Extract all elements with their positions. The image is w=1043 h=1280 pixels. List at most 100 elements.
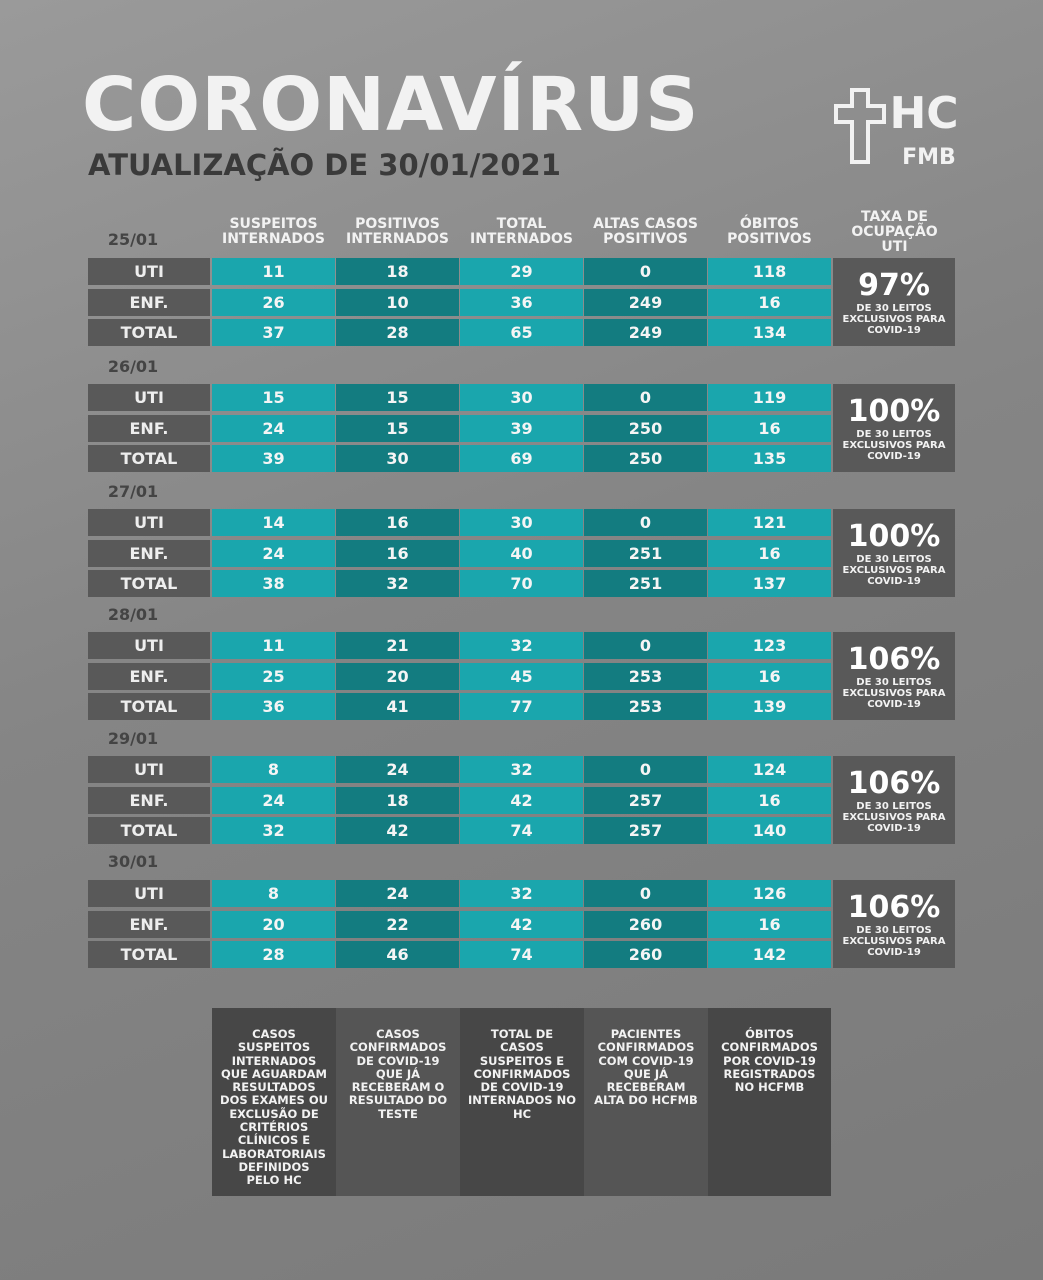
cell: 16 [336,509,459,536]
row-label: UTI [88,384,210,411]
logo-fmb: FMB [902,145,956,168]
column-header: ALTAS CASOS POSITIVOS [593,216,698,247]
cell: 118 [708,258,831,285]
row-label: ENF. [88,288,210,316]
cell: 77 [460,693,583,720]
cell: 249 [584,319,707,346]
cell: 36 [212,693,335,720]
cell: 28 [212,941,335,968]
occupancy-rate: 106% [847,641,941,677]
cell: 24 [212,786,335,814]
row-label: TOTAL [88,570,210,597]
cell: 39 [212,445,335,472]
cell: 250 [584,445,707,472]
cell: 16 [708,414,831,442]
cell: 16 [708,786,831,814]
subtitle: ATUALIZAÇÃO DE 30/01/2021 [88,148,561,182]
cell: 30 [336,445,459,472]
cell: 18 [336,786,459,814]
cell: 32 [460,880,583,907]
cell: 22 [336,910,459,938]
cell: 140 [708,817,831,844]
occupancy-box: 106% DE 30 LEITOS EXCLUSIVOS PARA COVID-1… [833,756,955,844]
legend-box: PACIENTES CONFIRMADOS COM COVID-19 QUE J… [584,1008,708,1196]
cell: 28 [336,319,459,346]
cell: 0 [584,384,707,411]
cell: 32 [460,632,583,659]
occupancy-note: DE 30 LEITOS EXCLUSIVOS PARA COVID-19 [842,428,946,462]
column-header: SUSPEITOS INTERNADOS [222,216,325,247]
cell: 0 [584,880,707,907]
logo: HC FMB [834,88,959,168]
row-label: TOTAL [88,941,210,968]
occupancy-note: DE 30 LEITOS EXCLUSIVOS PARA COVID-19 [842,302,946,336]
cell: 11 [212,258,335,285]
cell: 0 [584,632,707,659]
cell: 41 [336,693,459,720]
cell: 251 [584,570,707,597]
cell: 0 [584,509,707,536]
column-header: TOTAL INTERNADOS [470,216,573,247]
legend-box: CASOS CONFIRMADOS DE COVID-19 QUE JÁ REC… [336,1008,460,1196]
cell: 0 [584,756,707,783]
row-label: TOTAL [88,817,210,844]
occupancy-box: 100% DE 30 LEITOS EXCLUSIVOS PARA COVID-1… [833,509,955,597]
cell: 8 [212,756,335,783]
cell: 45 [460,662,583,690]
occupancy-rate: 97% [858,267,930,303]
occupancy-box: 97% DE 30 LEITOS EXCLUSIVOS PARA COVID-19 [833,258,955,346]
legend-box: ÓBITOS CONFIRMADOS POR COVID-19 REGISTRA… [708,1008,831,1196]
occupancy-rate: 100% [847,393,941,429]
date-label: 29/01 [107,728,159,748]
column-header: POSITIVOS INTERNADOS [346,216,449,247]
row-label: ENF. [88,786,210,814]
cell: 10 [336,288,459,316]
cell: 24 [336,756,459,783]
date-label: 25/01 [107,229,159,249]
cell: 14 [212,509,335,536]
cell: 74 [460,817,583,844]
cell: 26 [212,288,335,316]
cell: 11 [212,632,335,659]
cell: 257 [584,786,707,814]
row-label: ENF. [88,539,210,567]
title: CORONAVÍRUS [82,62,700,148]
legend-box: CASOS SUSPEITOS INTERNADOS QUE AGUARDAM … [212,1008,336,1196]
row-label: UTI [88,632,210,659]
cell: 253 [584,662,707,690]
row-label: TOTAL [88,445,210,472]
cell: 18 [336,258,459,285]
cell: 29 [460,258,583,285]
cell: 251 [584,539,707,567]
row-label: TOTAL [88,693,210,720]
cell: 39 [460,414,583,442]
cell: 70 [460,570,583,597]
cell: 135 [708,445,831,472]
cell: 15 [336,414,459,442]
cell: 74 [460,941,583,968]
date-label: 27/01 [107,481,159,501]
row-label: ENF. [88,910,210,938]
row-label: ENF. [88,414,210,442]
cell: 124 [708,756,831,783]
cell: 36 [460,288,583,316]
cell: 37 [212,319,335,346]
cell: 16 [708,539,831,567]
cell: 30 [460,384,583,411]
cell: 25 [212,662,335,690]
row-label: UTI [88,756,210,783]
cell: 65 [460,319,583,346]
cell: 69 [460,445,583,472]
cell: 24 [336,880,459,907]
cell: 15 [212,384,335,411]
date-label: 28/01 [107,604,159,624]
row-label: TOTAL [88,319,210,346]
occupancy-note: DE 30 LEITOS EXCLUSIVOS PARA COVID-19 [842,924,946,958]
cell: 20 [336,662,459,690]
cell: 253 [584,693,707,720]
column-header: ÓBITOS POSITIVOS [727,216,812,247]
cell: 119 [708,384,831,411]
cell: 16 [708,662,831,690]
occupancy-rate: 106% [847,765,941,801]
occupancy-rate: 100% [847,518,941,554]
